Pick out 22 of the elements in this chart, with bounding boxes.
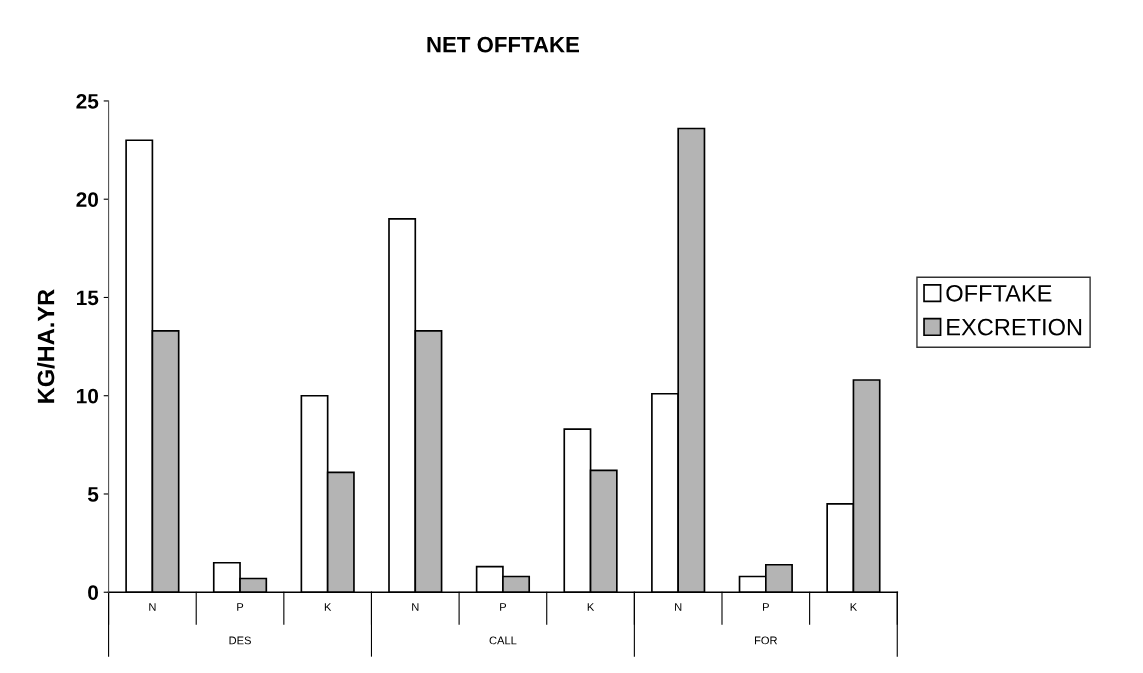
x-tick-label: K — [850, 603, 858, 611]
x-tick-label: P — [763, 603, 769, 611]
text: CALL — [489, 636, 517, 645]
chart-title: NET OFFTAKE — [427, 36, 580, 53]
legend-label: OFFTAKE — [946, 284, 1052, 302]
text: DES — [229, 636, 251, 645]
x-tick-label: P — [500, 603, 507, 611]
x-tick-label: K — [587, 603, 595, 611]
y-tick-label: 0 — [88, 585, 99, 600]
y-tick-label: 25 — [76, 93, 99, 109]
x-tick-label: N — [675, 603, 682, 611]
y-axis-title: KG/HA.YR — [37, 289, 55, 403]
y-tick-label: 10 — [77, 388, 99, 404]
y-tick-label: 5 — [87, 487, 99, 502]
x-tick-label: K — [324, 603, 332, 611]
x-tick-label: P — [237, 603, 244, 611]
x-tick-label: N — [149, 603, 156, 611]
y-tick-label: 20 — [76, 192, 99, 207]
text: FOR — [754, 636, 778, 645]
legend-label: EXCRETION — [947, 318, 1082, 336]
x-tick-label: N — [412, 603, 419, 611]
y-tick-label: 15 — [77, 290, 99, 306]
